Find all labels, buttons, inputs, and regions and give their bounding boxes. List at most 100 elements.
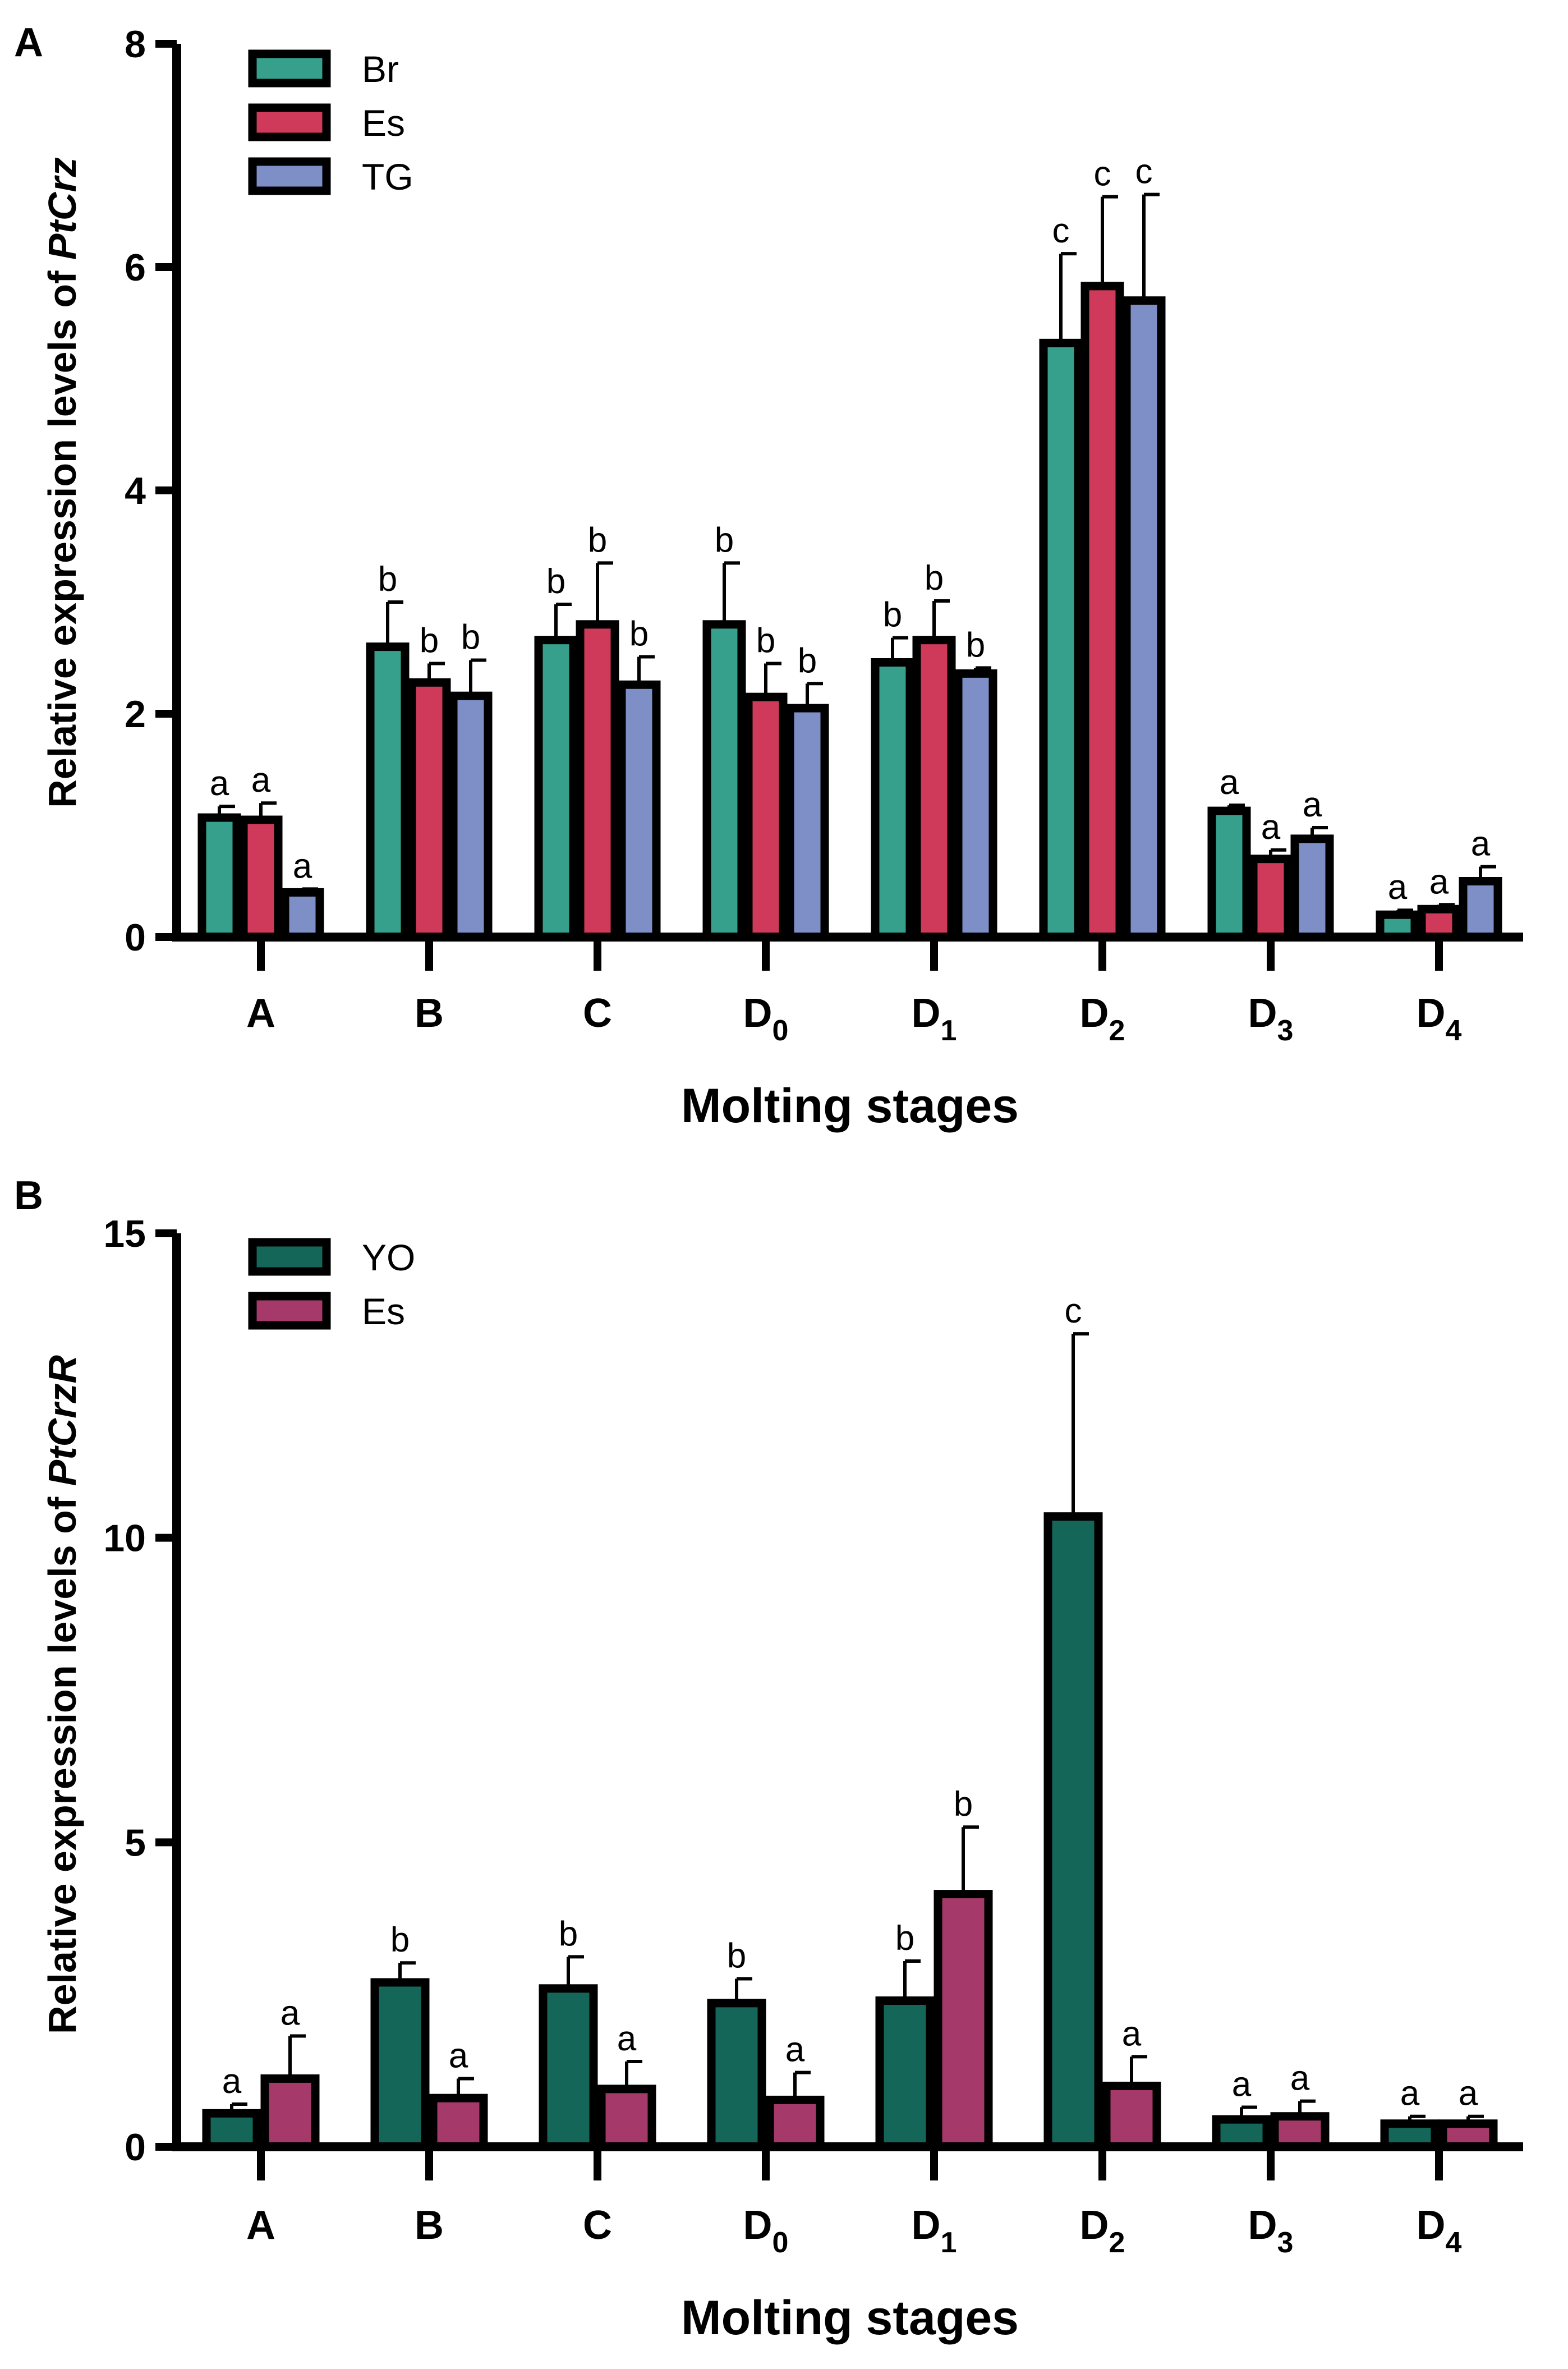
significance-letter: a	[210, 764, 229, 803]
significance-letter: a	[785, 2031, 805, 2069]
bar	[366, 642, 410, 942]
bar	[1249, 855, 1293, 942]
bar	[449, 691, 493, 942]
significance-letter: a	[1261, 808, 1281, 847]
y-tick-label: 0	[125, 916, 146, 959]
significance-letter: b	[798, 641, 817, 680]
significance-letter: c	[1065, 1292, 1082, 1330]
bar	[197, 813, 241, 942]
significance-letter: b	[546, 562, 565, 601]
bar	[617, 680, 661, 942]
bar	[239, 815, 283, 942]
bar	[429, 2093, 488, 2151]
significance-letter: b	[715, 521, 734, 559]
significance-letter: a	[293, 847, 312, 885]
bar	[597, 2085, 656, 2151]
significance-letter: b	[559, 1915, 578, 1953]
bar	[576, 620, 619, 942]
significance-letter: b	[629, 615, 649, 654]
x-axis-title: Molting stages	[681, 1079, 1019, 1133]
significance-letter: b	[756, 621, 775, 660]
legend-swatch	[248, 1238, 331, 1276]
bar	[765, 2095, 825, 2151]
legend-label: Br	[362, 48, 399, 90]
y-tick-label: 15	[103, 1213, 146, 1255]
significance-letter: c	[1052, 212, 1070, 250]
bar	[702, 620, 746, 942]
y-tick-label: 6	[125, 246, 146, 289]
panel-label: A	[14, 20, 43, 65]
x-tick-label: D2	[1080, 991, 1125, 1047]
significance-letter: a	[617, 2019, 637, 2058]
bar	[871, 658, 914, 942]
bar	[1043, 1512, 1103, 2151]
bar	[370, 1978, 430, 2151]
x-tick-label: C	[583, 2203, 612, 2248]
x-tick-label: A	[246, 991, 275, 1036]
significance-letter: a	[1459, 2074, 1478, 2113]
significance-letter: a	[1290, 2059, 1310, 2098]
significance-letter: b	[461, 618, 480, 656]
significance-letter: a	[1232, 2065, 1252, 2104]
x-tick-label: D3	[1248, 2203, 1294, 2259]
bar	[534, 636, 578, 942]
y-tick-label: 4	[125, 470, 146, 512]
bar	[281, 888, 324, 942]
significance-letter: a	[1122, 2014, 1142, 2053]
x-tick-label: D1	[912, 991, 957, 1047]
significance-letter: a	[222, 2062, 242, 2101]
x-tick-label: D0	[743, 2203, 789, 2259]
bar	[1270, 2112, 1330, 2151]
bar	[407, 678, 451, 942]
significance-letter: b	[925, 559, 944, 598]
significance-letter: b	[588, 521, 607, 559]
y-axis-title: Relative expression levels of PtCrzR	[40, 1355, 84, 2034]
bar	[785, 704, 829, 942]
bar	[1459, 877, 1502, 942]
y-axis-title: Relative expression levels of PtCrz	[40, 157, 84, 807]
legend-label: YO	[362, 1237, 415, 1278]
bar	[912, 636, 956, 942]
significance-letter: c	[1094, 155, 1111, 194]
x-tick-label: B	[415, 991, 444, 1036]
x-tick-label: D4	[1417, 991, 1462, 1047]
x-tick-label: D0	[743, 991, 789, 1047]
y-tick-label: 8	[125, 23, 146, 66]
legend-swatch	[248, 1292, 331, 1330]
bar	[539, 1984, 598, 2151]
bar	[1212, 2115, 1271, 2151]
bar	[1207, 806, 1251, 942]
bar	[1122, 296, 1166, 942]
significance-letter: a	[1303, 786, 1322, 824]
legend-label: Es	[362, 1291, 405, 1332]
y-tick-label: 10	[103, 1517, 146, 1560]
legend-swatch	[248, 103, 331, 141]
bar	[934, 1890, 993, 2151]
bar	[1080, 282, 1124, 942]
significance-letter: a	[281, 1994, 300, 2032]
bar	[1102, 2081, 1161, 2151]
legend-swatch	[248, 157, 331, 195]
panel-label: B	[14, 1173, 43, 1218]
significance-letter: b	[727, 1936, 746, 1975]
x-tick-label: D2	[1080, 2203, 1125, 2259]
significance-letter: b	[420, 621, 439, 660]
significance-letter: c	[1135, 153, 1153, 191]
y-tick-label: 2	[125, 693, 146, 736]
significance-letter: b	[390, 1921, 410, 1959]
significance-letter: a	[251, 761, 271, 800]
x-tick-label: C	[583, 991, 612, 1036]
significance-letter: b	[895, 1919, 914, 1958]
x-tick-label: D4	[1417, 2203, 1462, 2259]
bar	[707, 1999, 766, 2151]
bar	[1039, 338, 1083, 942]
significance-letter: b	[883, 596, 902, 635]
x-tick-label: D1	[912, 2203, 957, 2259]
legend: Br Es TG	[248, 48, 413, 198]
significance-letter: a	[1220, 763, 1239, 802]
bar	[260, 2074, 320, 2151]
